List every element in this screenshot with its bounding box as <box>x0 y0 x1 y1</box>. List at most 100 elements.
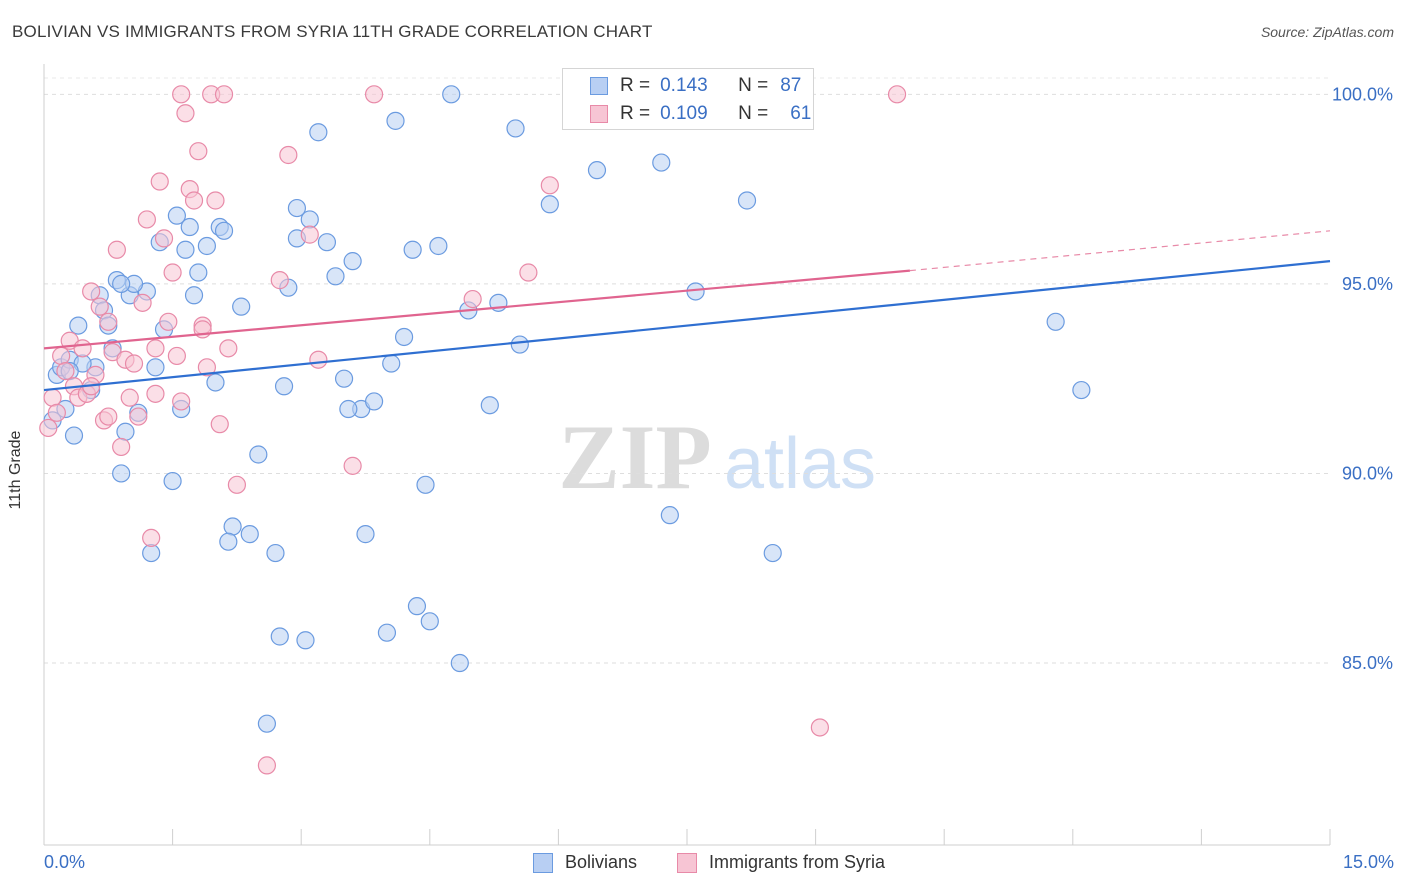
syria-point <box>146 339 165 358</box>
bolivian-point <box>420 612 439 631</box>
syria-point <box>43 388 62 407</box>
bolivian-point <box>184 286 204 305</box>
legend-row-bolivians: R = 0.143 N = 87 <box>563 74 801 98</box>
bolivian-point <box>223 517 242 536</box>
bolivian-point <box>403 240 422 259</box>
bolivian-point <box>737 191 757 210</box>
syria-trend-line-extension <box>909 230 1331 272</box>
bolivian-point <box>69 316 88 335</box>
bolivian-point <box>219 532 238 551</box>
syria-point <box>107 240 126 259</box>
syria-point <box>47 403 66 422</box>
syria-point <box>257 756 277 775</box>
bolivian-point <box>309 123 328 142</box>
syria-point <box>540 176 559 195</box>
bolivian-point <box>652 153 671 172</box>
syria-point <box>73 339 92 358</box>
bottom-legend-swatch-blue <box>533 852 553 873</box>
bolivian-point <box>296 631 315 650</box>
syria-point <box>154 229 174 248</box>
bolivian-point <box>317 233 337 252</box>
syria-point <box>146 384 165 403</box>
bolivian-point <box>249 445 268 464</box>
x-axis-max-label: 15.0% <box>1342 852 1394 872</box>
syria-point <box>99 407 118 426</box>
bottom-legend-syria: Immigrants from Syria <box>677 852 885 873</box>
bolivian-point <box>377 623 397 642</box>
bolivian-point <box>270 627 289 646</box>
bottom-legend-label: Bolivians <box>565 852 638 872</box>
bolivian-point <box>142 543 161 563</box>
bottom-legend-swatch-pink <box>677 852 697 873</box>
bolivian-point <box>214 221 234 240</box>
chart-title: BOLIVIAN VS IMMIGRANTS FROM SYRIA 11TH G… <box>12 22 653 41</box>
bolivian-point <box>197 236 216 256</box>
syria-point <box>463 289 482 309</box>
bolivian-point <box>176 240 195 259</box>
bolivian-point <box>407 597 427 616</box>
syria-point <box>120 388 139 407</box>
bolivian-point <box>364 392 384 411</box>
bolivian-point <box>356 525 375 544</box>
x-axis-min-label: 0.0% <box>44 852 86 872</box>
syria-point <box>163 263 182 282</box>
bolivian-point <box>587 161 607 180</box>
bolivian-point <box>510 335 529 354</box>
syria-point <box>519 263 538 282</box>
legend-n-label: N = <box>738 103 769 124</box>
bolivian-point <box>506 119 525 138</box>
syria-point <box>172 392 191 411</box>
bolivian-point <box>112 464 131 483</box>
syria-point <box>189 142 208 161</box>
bolivian-point <box>386 111 405 130</box>
legend-r-label: R = <box>620 103 651 124</box>
bolivian-point <box>429 236 448 256</box>
legend-r-value: 0.109 <box>660 103 708 124</box>
correlation-legend: R = 0.143 N = 87 R = 0.109 N = 61 <box>562 68 814 130</box>
bolivian-point <box>64 426 84 445</box>
syria-point <box>309 350 328 369</box>
bolivian-point <box>394 327 414 347</box>
watermark-zip: ZIP <box>558 406 711 508</box>
syria-point <box>810 718 829 737</box>
syria-point <box>197 358 216 377</box>
syria-point <box>82 282 101 301</box>
bolivian-point <box>257 714 277 733</box>
legend-n-value: 61 <box>790 103 812 124</box>
bolivian-point <box>540 195 559 214</box>
legend-swatch-blue <box>590 77 608 95</box>
bolivian-point <box>450 653 469 673</box>
syria-point <box>184 191 204 210</box>
syria-point <box>133 293 152 312</box>
syria-point <box>300 225 319 244</box>
bolivian-point <box>382 354 401 373</box>
syria-point <box>56 361 75 381</box>
syria-point <box>887 85 907 104</box>
bolivian-point <box>167 206 186 225</box>
syria-point <box>150 172 169 191</box>
legend-row-syria: R = 0.109 N = 61 <box>563 102 811 126</box>
syria-point <box>90 297 109 316</box>
bolivian-point <box>343 252 362 271</box>
chart-source: Source: ZipAtlas.com <box>1260 24 1394 40</box>
syria-point <box>172 85 191 104</box>
legend-r-label: R = <box>620 75 651 96</box>
syria-point <box>210 415 229 434</box>
syria-point <box>270 271 289 290</box>
y-tick-label: 90.0% <box>1342 463 1393 483</box>
syria-point <box>206 191 225 210</box>
syria-point <box>129 407 148 426</box>
y-tick-label: 95.0% <box>1342 274 1393 294</box>
legend-swatch-pink <box>590 105 608 123</box>
syria-point <box>227 475 246 494</box>
y-tick-label: 85.0% <box>1342 653 1393 673</box>
syria-point <box>279 145 298 165</box>
bolivian-point <box>442 85 461 104</box>
syria-point <box>52 346 71 366</box>
bolivian-point <box>189 263 208 282</box>
bottom-legend-bolivians: Bolivians <box>533 852 637 873</box>
syria-point <box>167 346 186 366</box>
syria-point <box>99 312 118 331</box>
bolivian-point <box>180 217 199 237</box>
